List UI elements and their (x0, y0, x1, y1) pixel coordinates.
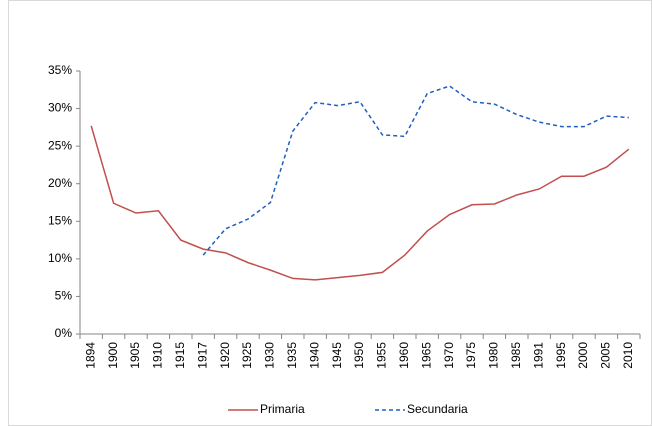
x-tick-label: 1970 (442, 342, 456, 369)
y-tick-label: 10% (48, 251, 72, 265)
y-tick-label: 20% (48, 176, 72, 190)
series-line (90, 125, 630, 281)
x-tick-label: 1965 (419, 342, 433, 369)
y-tick-label: 35% (48, 63, 72, 77)
x-tick-label: 1950 (352, 342, 366, 369)
y-tick-label: 25% (48, 138, 72, 152)
x-tick-label: 1995 (554, 342, 568, 369)
x-tick-label: 1894 (83, 342, 97, 369)
y-tick-label: 15% (48, 213, 72, 227)
y-tick-label: 5% (55, 289, 73, 303)
x-tick-label: 1930 (263, 342, 277, 369)
x-tick-label: 1991 (531, 342, 545, 369)
x-tick-label: 2005 (599, 342, 613, 369)
x-tick-label: 1917 (195, 342, 209, 369)
x-tick-label: 1945 (330, 342, 344, 369)
x-tick-label: 1975 (464, 342, 478, 369)
x-tick-label: 1915 (173, 342, 187, 369)
y-tick-label: 30% (48, 101, 72, 115)
x-tick-label: 1935 (285, 342, 299, 369)
x-tick-label: 1960 (397, 342, 411, 369)
x-tick-label: 1900 (106, 342, 120, 369)
x-tick-label: 2000 (576, 342, 590, 369)
x-tick-label: 2010 (621, 342, 635, 369)
x-tick-label: 1920 (218, 342, 232, 369)
x-tick-label: 1980 (487, 342, 501, 369)
series-line (202, 85, 629, 256)
x-tick-label: 1955 (375, 342, 389, 369)
x-tick-label: 1910 (151, 342, 165, 369)
legend-label: Primaria (260, 402, 305, 416)
legend-label: Secundaria (407, 402, 468, 416)
x-tick-label: 1905 (128, 342, 142, 369)
x-tick-label: 1985 (509, 342, 523, 369)
y-tick-label: 0% (55, 326, 73, 340)
x-tick-label: 1940 (307, 342, 321, 369)
x-tick-label: 1925 (240, 342, 254, 369)
